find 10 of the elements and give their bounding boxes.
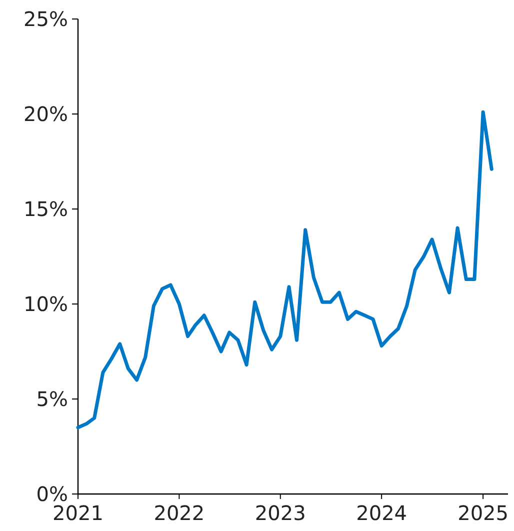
y-tick-label: 20% [24,102,68,126]
y-tick-label: 10% [24,292,68,316]
x-tick-label: 2023 [254,501,306,525]
y-tick-label: 5% [36,387,68,411]
line-series [76,110,494,430]
x-tick-label: 2022 [154,501,205,525]
y-tick-label: 25% [24,7,68,31]
x-tick-label: 2024 [356,501,408,525]
x-tick-label: 2025 [458,501,508,525]
y-tick-label: 15% [24,197,68,221]
